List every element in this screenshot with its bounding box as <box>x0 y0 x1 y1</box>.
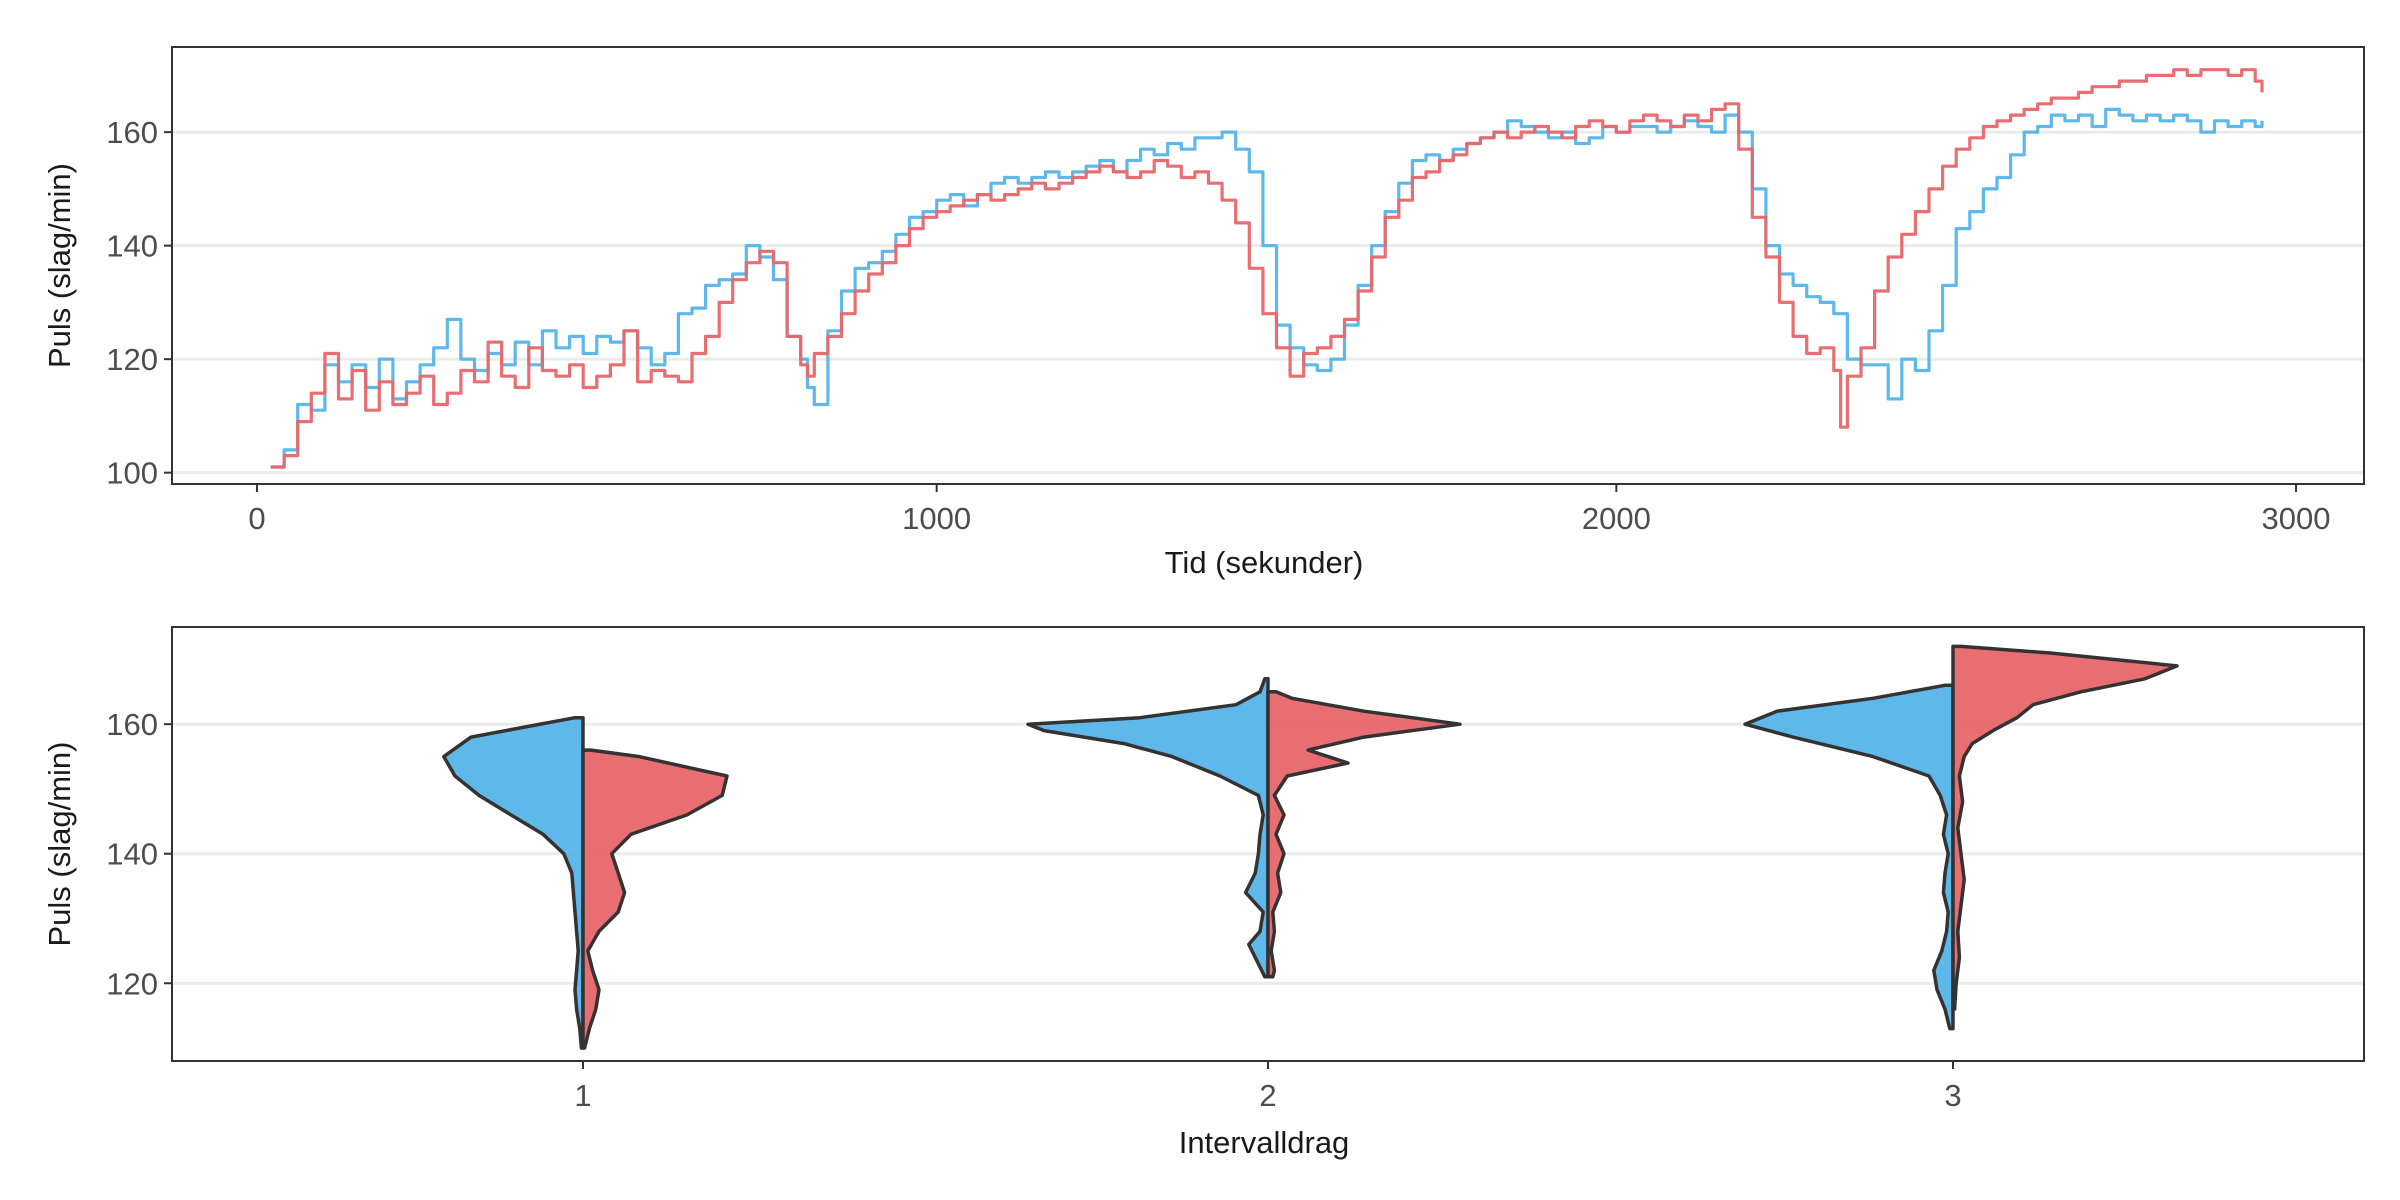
x-tick-label: 2 <box>1259 1078 1276 1113</box>
violin-half-red-3 <box>1951 644 2179 1011</box>
y-tick-label: 120 <box>106 342 158 377</box>
panel-border <box>171 46 2365 485</box>
y-tick-label: 160 <box>106 707 158 742</box>
violin-half-red-2 <box>1266 690 1462 979</box>
x-axis-title: Intervalldrag <box>1179 1125 1350 1160</box>
violin-half-red-1 <box>581 748 729 1050</box>
y-tick-label: 120 <box>106 966 158 1001</box>
series-line-2 <box>270 68 2264 469</box>
y-axis-title: Puls (slag/min) <box>42 742 77 947</box>
y-tick-label: 160 <box>106 115 158 150</box>
x-tick-label: 0 <box>248 501 265 536</box>
series-line-1 <box>270 107 2264 469</box>
violin-half-blue-1 <box>442 715 585 1050</box>
y-tick-label: 140 <box>106 837 158 872</box>
y-tick-label: 100 <box>106 456 158 491</box>
x-tick-label: 2000 <box>1582 501 1651 536</box>
heart-rate-time-series-panel: 100 120 140 160 0 1000 2000 3000 Tid (sekunder) P… <box>42 46 2365 580</box>
x-tick-label: 1000 <box>902 501 971 536</box>
y-axis-title: Puls (slag/min) <box>42 163 77 368</box>
x-tick-label: 3 <box>1944 1078 1961 1113</box>
x-tick-label: 3000 <box>2262 501 2331 536</box>
violin-half-blue-2 <box>1026 677 1270 979</box>
violin-half-blue-3 <box>1743 683 1955 1031</box>
x-tick-label: 1 <box>574 1078 591 1113</box>
y-tick-label: 140 <box>106 229 158 264</box>
heart-rate-violin-panel: 120 140 160 1 2 3 Intervalldrag Puls (slag/min) <box>42 626 2365 1160</box>
x-axis-title: Tid (sekunder) <box>1165 545 1364 580</box>
